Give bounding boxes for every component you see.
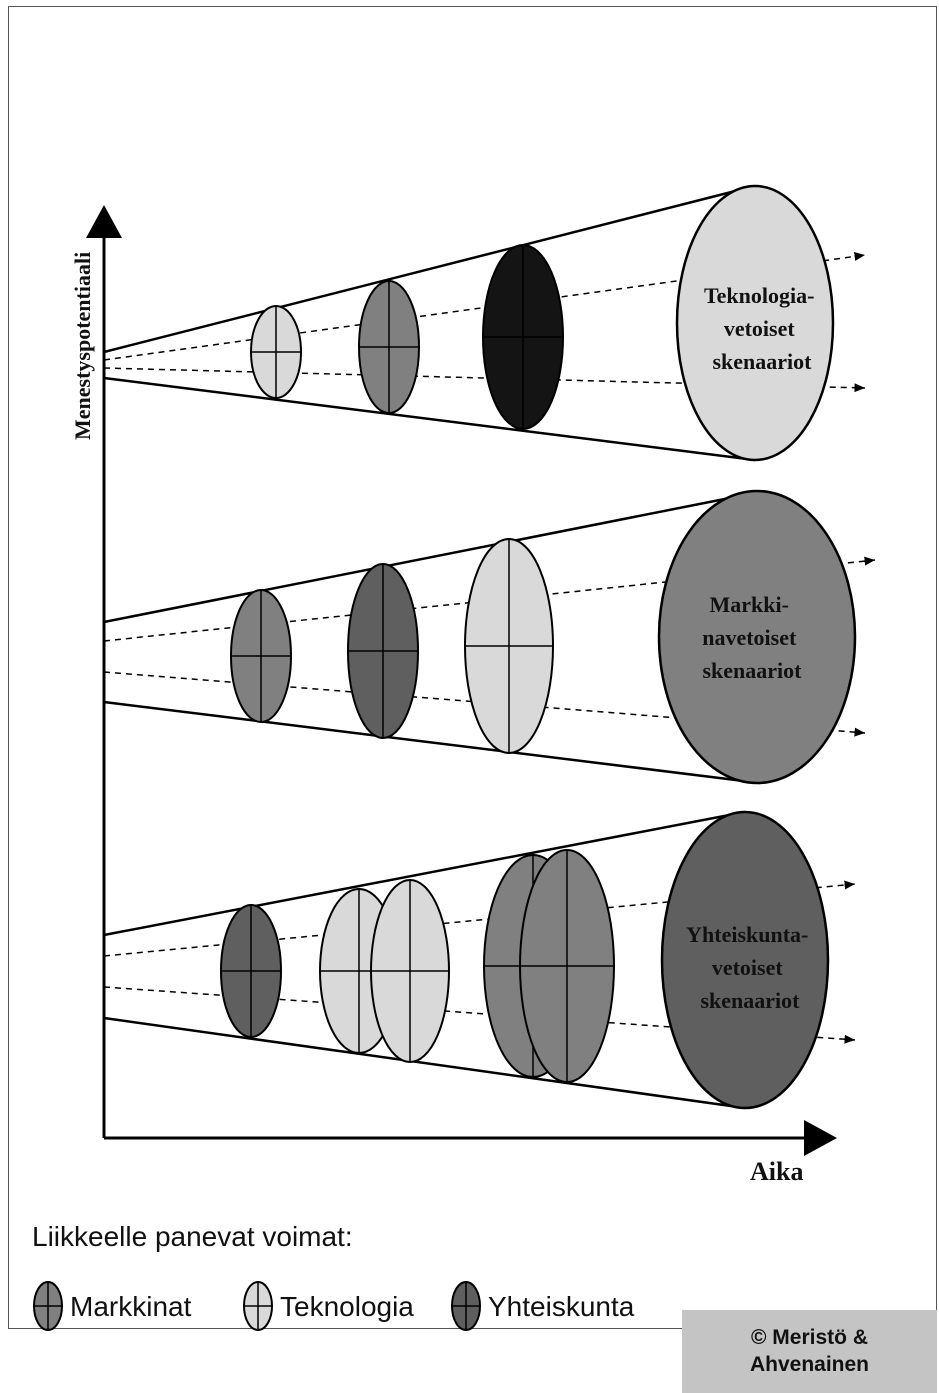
scenario-ellipse: [250, 305, 302, 399]
cone-label: Markki- navetoiset skenaariot: [702, 592, 802, 683]
yhteiskunta-ellipse-icon: [451, 1281, 481, 1331]
cone-edge: [103, 490, 761, 624]
cone-label: Teknologia- vetoiset skenaariot: [704, 283, 820, 374]
scenario-ellipse: [347, 563, 419, 739]
teknologia-ellipse-icon: [243, 1281, 273, 1331]
y-axis-label: Menestyspotentiaali: [70, 252, 95, 440]
cone-end-ellipse: [660, 810, 830, 1110]
copyright-line-1: © Meristö &: [751, 1326, 868, 1350]
cone-edge: [103, 810, 746, 937]
cone-edge: [103, 184, 756, 354]
copyright-box: © Meristö & Ahvenainen: [682, 1310, 937, 1393]
legend-label-markkinat: Markkinat: [70, 1291, 192, 1322]
cone-edge: [103, 1016, 746, 1110]
scenario-ellipse: [370, 879, 450, 1063]
scenario-ellipse: [220, 904, 282, 1038]
dashed-trend: [103, 367, 866, 393]
scenario-ellipse: [482, 244, 564, 430]
cone-yhteiskunta: Yhteiskunta- vetoiset skenaariot: [103, 810, 856, 1110]
legend-label-yhteiskunta: Yhteiskunta: [488, 1291, 635, 1322]
cone-markkinat: Markki- navetoiset skenaariot: [103, 489, 876, 785]
x-axis-label: Aika: [750, 1157, 803, 1186]
cone-end-ellipse: [657, 489, 857, 785]
markkinat-ellipse-icon: [33, 1281, 63, 1331]
scenario-ellipse: [519, 849, 615, 1083]
legend-label-teknologia: Teknologia: [280, 1291, 414, 1322]
scenario-ellipse: [358, 280, 420, 414]
copyright-line-2: Ahvenainen: [749, 1352, 870, 1376]
legend-title: Liikkeelle panevat voimat:: [32, 1221, 353, 1252]
cone-end-ellipse: [675, 184, 835, 462]
cone-label: Yhteiskunta- vetoiset skenaariot: [686, 922, 814, 1013]
cone-edge: [103, 700, 761, 785]
legend: Liikkeelle panevat voimat: Markkinat Tek…: [32, 1221, 635, 1331]
cone-edge: [103, 376, 756, 462]
scenario-ellipse: [464, 538, 554, 754]
cone-teknologia: Teknologia- vetoiset skenaariot: [103, 184, 866, 462]
scenario-ellipse: [230, 589, 292, 723]
